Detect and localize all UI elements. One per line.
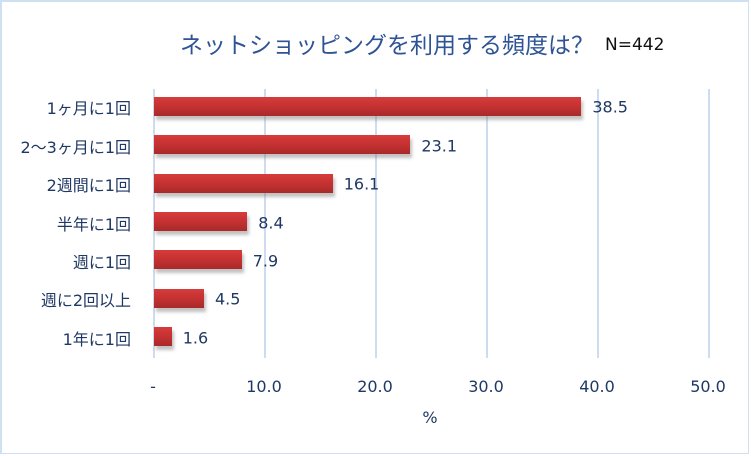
x-tick-label: 50.0 bbox=[690, 377, 726, 396]
data-label: 38.5 bbox=[592, 97, 628, 117]
category-label: 週に1回 bbox=[72, 252, 131, 272]
data-label: 4.5 bbox=[214, 289, 241, 309]
plot-area: 38.5 23.1 16.1 8.4 7.9 4.5 1.6 bbox=[153, 89, 710, 358]
bar bbox=[154, 327, 172, 347]
data-label: 8.4 bbox=[258, 213, 284, 232]
gridline bbox=[375, 89, 377, 358]
bar bbox=[154, 173, 333, 193]
x-tick-label: 20.0 bbox=[357, 377, 393, 396]
category-label: 半年に1回 bbox=[56, 214, 131, 234]
x-tick-label: 40.0 bbox=[579, 377, 615, 396]
x-tick-label: - bbox=[150, 377, 156, 396]
bar bbox=[154, 212, 248, 231]
x-axis-label: % bbox=[422, 408, 438, 427]
gridline bbox=[597, 89, 599, 358]
bar bbox=[154, 288, 204, 308]
category-label: 1年に1回 bbox=[62, 329, 131, 349]
category-label: 2〜3ヶ月に1回 bbox=[20, 137, 131, 157]
category-label: 2週間に1回 bbox=[46, 176, 131, 196]
gridline bbox=[264, 89, 266, 358]
chart-title: ネットショッピングを利用する頻度は？ bbox=[180, 33, 594, 59]
gridline bbox=[708, 89, 710, 358]
gridline bbox=[486, 89, 488, 358]
bar bbox=[154, 250, 242, 270]
data-label: 23.1 bbox=[421, 136, 458, 156]
category-label: 1ヶ月に1回 bbox=[46, 99, 131, 119]
sample-size-annotation: N=442 bbox=[605, 35, 665, 55]
bar bbox=[154, 135, 411, 155]
category-label: 週に2回以上 bbox=[40, 291, 131, 311]
data-label: 7.9 bbox=[252, 251, 279, 271]
x-tick-label: 10.0 bbox=[246, 377, 282, 396]
data-label: 1.6 bbox=[182, 328, 209, 348]
x-tick-label: 30.0 bbox=[468, 377, 504, 396]
bar bbox=[154, 96, 582, 116]
data-label: 16.1 bbox=[343, 174, 380, 194]
